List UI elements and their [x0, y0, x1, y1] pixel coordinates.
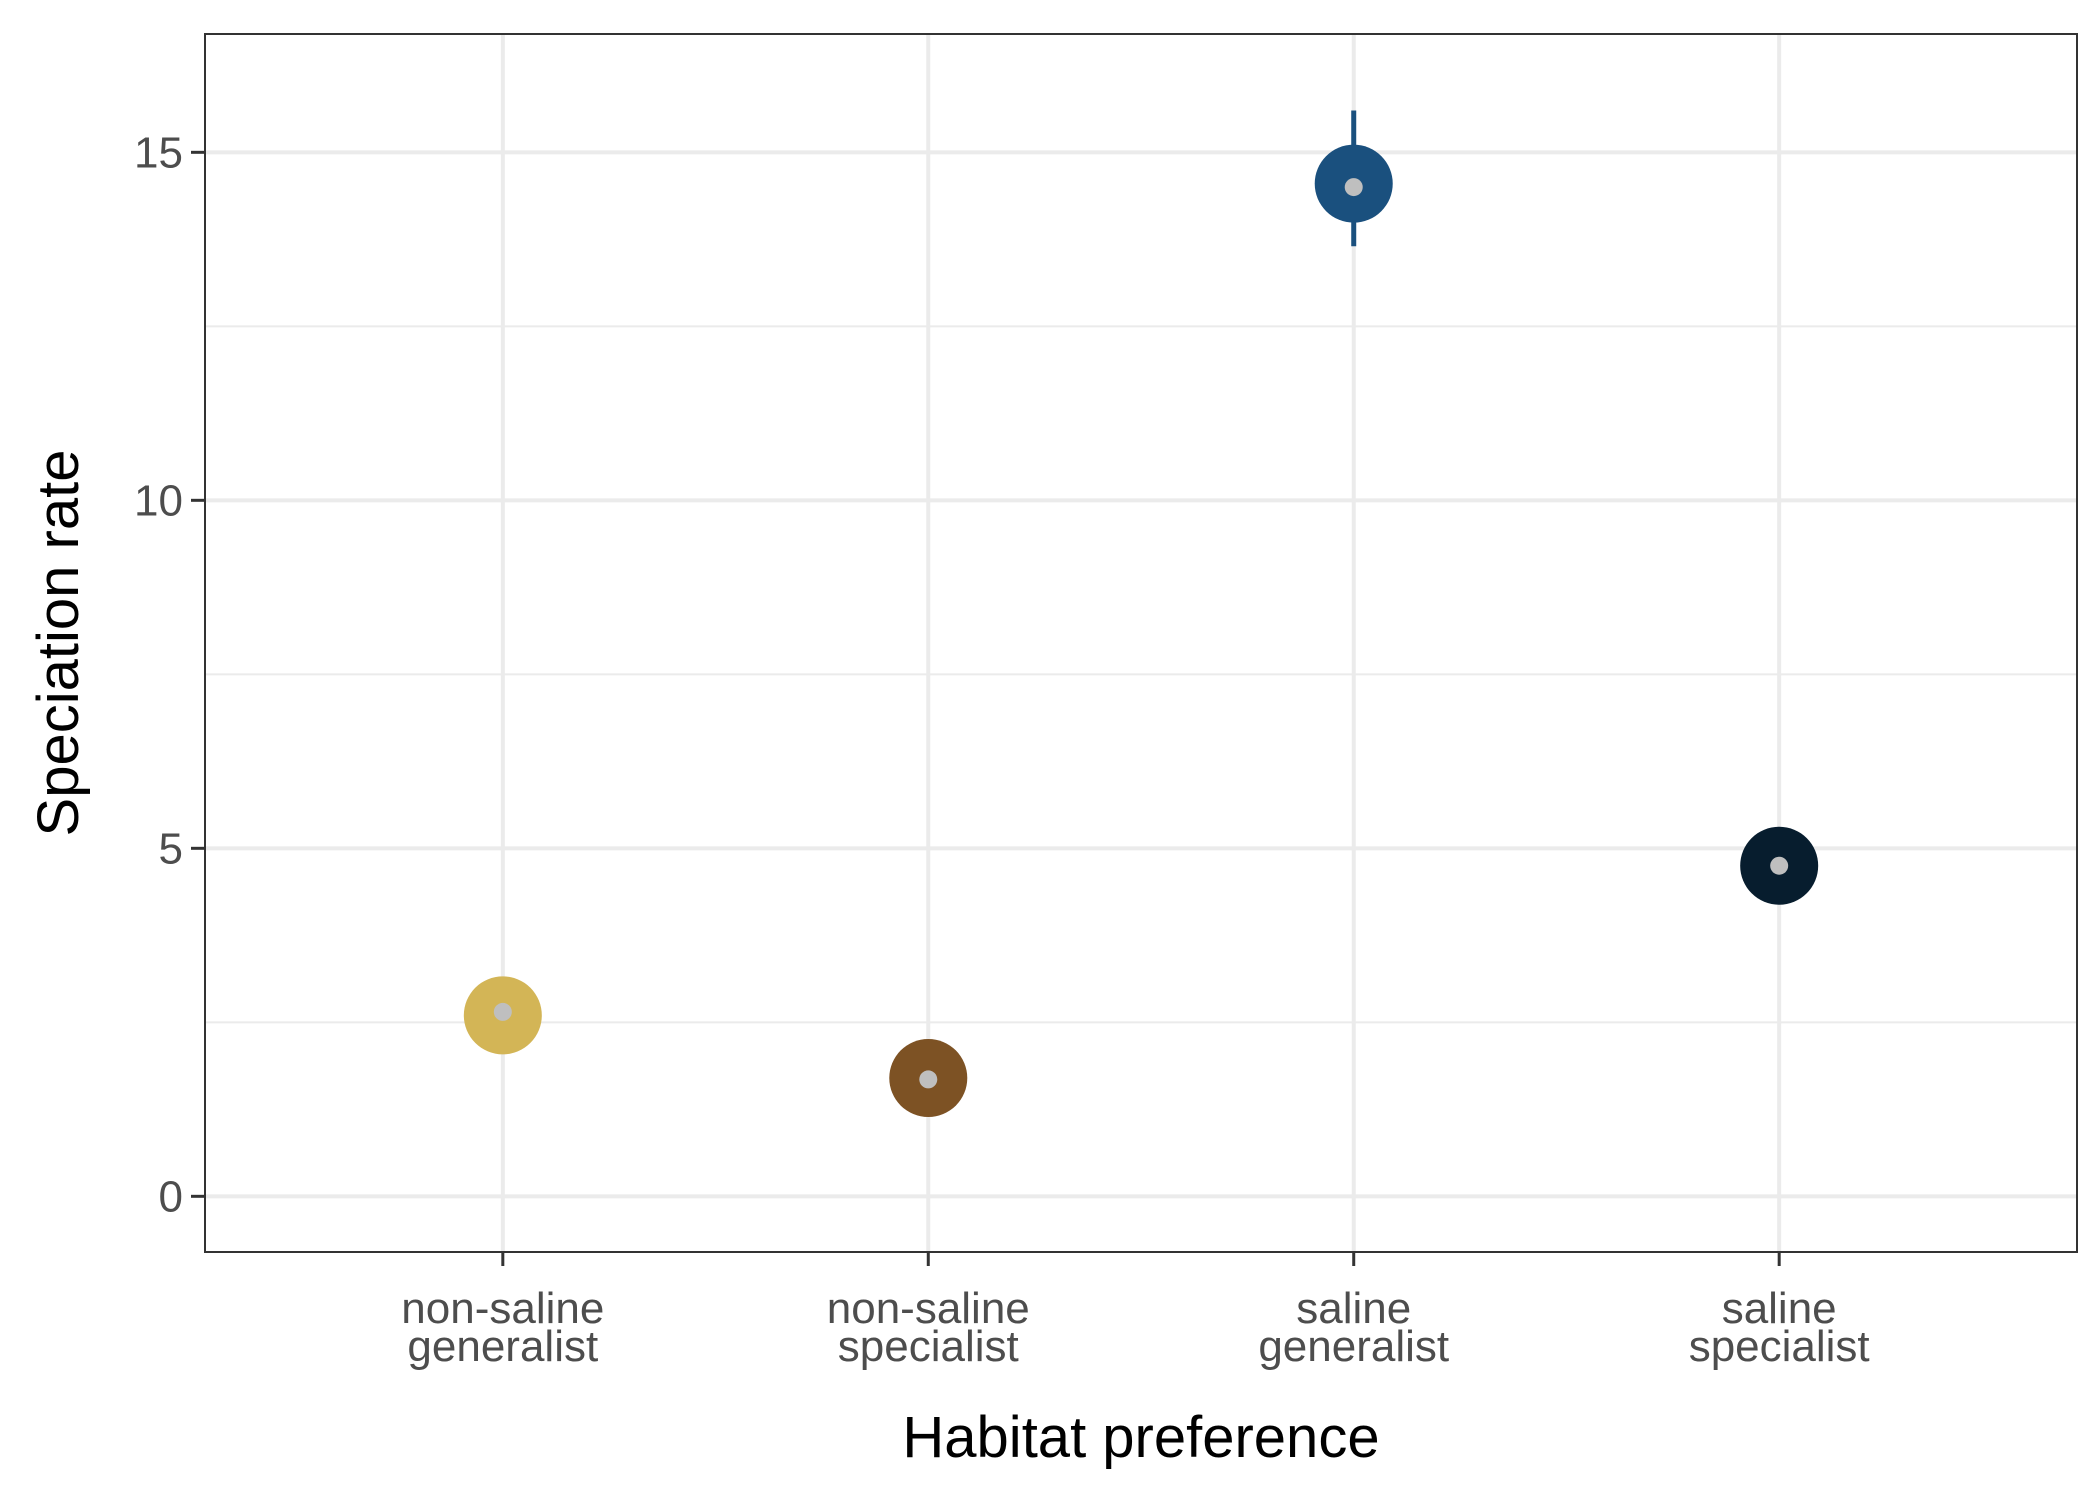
median-dot — [919, 1070, 938, 1089]
plot-background — [205, 34, 2077, 1252]
y-tick-label: 15 — [134, 128, 183, 177]
x-tick-label: saline — [1296, 1284, 1411, 1333]
median-dot — [1770, 856, 1789, 875]
data-marks — [463, 110, 1819, 1117]
x-tick-label: saline — [1722, 1284, 1837, 1333]
x-tick-label: non-saline — [401, 1284, 604, 1333]
y-tick-label: 5 — [159, 824, 183, 873]
y-tick-label: 10 — [134, 476, 183, 525]
major-gridlines — [205, 34, 2077, 1252]
x-tick-label: generalist — [407, 1322, 598, 1371]
median-dot — [1344, 178, 1363, 197]
axes: 051015non-salinegeneralistnon-salinespec… — [134, 128, 1870, 1371]
median-dot — [493, 1002, 512, 1021]
x-tick-label: specialist — [1689, 1322, 1870, 1371]
plot-border — [204, 33, 2078, 1253]
x-axis-title: Habitat preference — [902, 1405, 1379, 1470]
x-tick-label: generalist — [1258, 1322, 1449, 1371]
y-tick-label: 0 — [159, 1172, 183, 1221]
x-tick-label: specialist — [838, 1322, 1019, 1371]
x-tick-label: non-saline — [827, 1284, 1030, 1333]
y-axis-title: Speciation rate — [26, 450, 91, 837]
